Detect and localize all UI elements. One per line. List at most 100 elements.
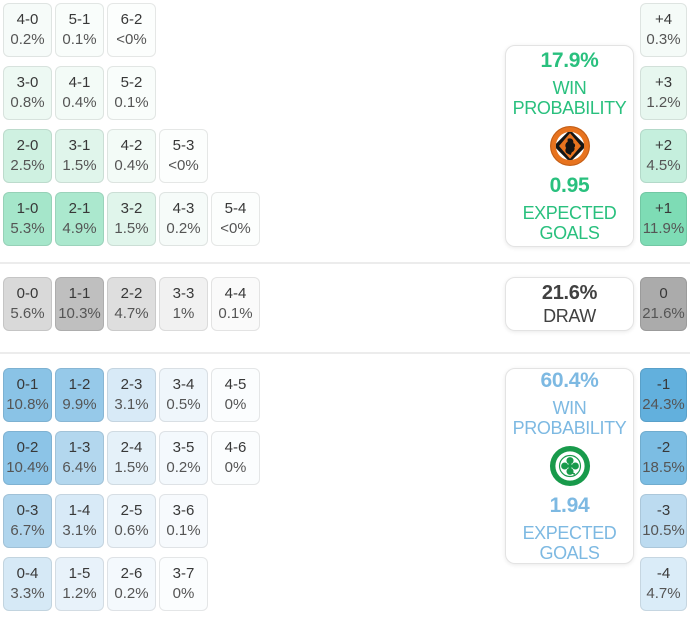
probability-label: 0.2% (166, 220, 201, 237)
probability-label: 0.2% (114, 585, 149, 602)
probability-label: <0% (168, 157, 199, 174)
scoreline-cell: 5-4 <0% (211, 192, 260, 246)
scoreline-label: 0-2 (16, 439, 39, 456)
scoreline-cell: 5-1 0.1% (55, 3, 104, 57)
scoreline-cell: 2-1 4.9% (55, 192, 104, 246)
scoreline-label: 3-1 (68, 137, 91, 154)
draw-scoreline-grid: 0-0 5.6% 1-1 10.3% 2-2 4.7% 3-3 1% 4-4 0.1% (3, 277, 260, 331)
scoreline-cell: 2-3 3.1% (107, 368, 156, 422)
goal-margin-cell: +3 1.2% (640, 66, 687, 120)
scoreline-label: 2-0 (16, 137, 39, 154)
probability-label: 6.7% (10, 522, 45, 539)
scoreline-label: 4-4 (224, 285, 247, 302)
scoreline-cell: 2-2 4.7% (107, 277, 156, 331)
scoreline-label: 2-5 (120, 502, 143, 519)
scoreline-label: 4-2 (120, 137, 143, 154)
scoreline-cell: 0-1 10.8% (3, 368, 52, 422)
probability-label: 11.9% (642, 220, 685, 237)
scoreline-label: 0-3 (16, 502, 39, 519)
away-goal-margin-column: -1 24.3% -2 18.5% -3 10.5% -4 4.7% (640, 368, 687, 611)
scoreline-cell: 3-3 1% (159, 277, 208, 331)
probability-label: 0.4% (62, 94, 97, 111)
goal-margin-label: -4 (656, 565, 671, 582)
draw-probability-card: 21.6% DRAW (505, 277, 634, 331)
goal-margin-cell: -1 24.3% (640, 368, 687, 422)
goal-margin-cell: -3 10.5% (640, 494, 687, 548)
scoreline-cell: 4-6 0% (211, 431, 260, 485)
scoreline-label: 0-0 (16, 285, 39, 302)
draw-label: DRAW (543, 305, 596, 326)
scoreline-label: 4-1 (68, 74, 91, 91)
away-win-probability-label: WIN PROBABILITY (512, 397, 627, 438)
goal-margin-label: +1 (654, 200, 673, 217)
scoreline-label: 3-5 (172, 439, 195, 456)
probability-label: 2.5% (10, 157, 45, 174)
goal-margin-label: +3 (654, 74, 673, 91)
draw-probability-value: 21.6% (541, 281, 598, 304)
scoreline-label: 3-0 (16, 74, 39, 91)
scoreline-label: 3-4 (172, 376, 195, 393)
scoreline-label: 3-3 (172, 285, 195, 302)
probability-label: 21.6% (642, 305, 685, 322)
scoreline-label: 4-0 (16, 11, 39, 28)
probability-label: <0% (220, 220, 251, 237)
probability-label: 0.2% (166, 459, 201, 476)
probability-label: 0.4% (114, 157, 149, 174)
grid-row: 0-2 10.4% 1-3 6.4% 2-4 1.5% 3-5 0.2% 4-6 0% (3, 431, 260, 485)
scoreline-label: 5-2 (120, 74, 143, 91)
probability-label: 1.5% (62, 157, 97, 174)
probability-label: 0.2% (10, 31, 45, 48)
scoreline-cell: 6-2 <0% (107, 3, 156, 57)
probability-label: 9.9% (62, 396, 97, 413)
goal-margin-cell: 0 21.6% (640, 277, 687, 331)
probability-label: 10.4% (6, 459, 49, 476)
grid-row: 3-0 0.8% 4-1 0.4% 5-2 0.1% (3, 66, 260, 120)
scoreline-cell: 2-4 1.5% (107, 431, 156, 485)
draw-goal-margin-column: 0 21.6% (640, 277, 687, 331)
scoreline-label: 1-2 (68, 376, 91, 393)
probability-label: 0.1% (166, 522, 201, 539)
goal-margin-label: 0 (659, 285, 668, 302)
probability-label: 1% (172, 305, 195, 322)
away-win-probability-value: 60.4% (540, 368, 599, 392)
section-divider (0, 262, 690, 264)
scoreline-label: 1-5 (68, 565, 91, 582)
goal-margin-cell: +4 0.3% (640, 3, 687, 57)
probability-label: 0.3% (646, 31, 681, 48)
scoreline-label: 1-4 (68, 502, 91, 519)
probability-label: 0.1% (218, 305, 253, 322)
scoreline-cell: 1-2 9.9% (55, 368, 104, 422)
probability-label: 5.6% (10, 305, 45, 322)
scoreline-cell: 0-3 6.7% (3, 494, 52, 548)
home-win-probability-card: 17.9% WIN PROBABILITY 0.95 EXPECTED GOAL… (505, 45, 634, 247)
probability-label: 1.2% (646, 94, 681, 111)
probability-label: 3.1% (114, 396, 149, 413)
probability-label: 1.5% (114, 459, 149, 476)
scoreline-cell: 4-0 0.2% (3, 3, 52, 57)
scoreline-label: 6-2 (120, 11, 143, 28)
probability-label: 0.8% (10, 94, 45, 111)
probability-label: 4.5% (646, 157, 681, 174)
probability-label: 0.1% (114, 94, 149, 111)
probability-label: 0% (172, 585, 195, 602)
probability-label: 10.5% (642, 522, 685, 539)
scoreline-label: 2-1 (68, 200, 91, 217)
goal-margin-cell: -4 4.7% (640, 557, 687, 611)
scoreline-label: 1-0 (16, 200, 39, 217)
grid-row: 0-4 3.3% 1-5 1.2% 2-6 0.2% 3-7 0% (3, 557, 260, 611)
scoreline-cell: 3-4 0.5% (159, 368, 208, 422)
away-win-scoreline-grid: 0-1 10.8% 1-2 9.9% 2-3 3.1% 3-4 0.5% 4-5 0% 0-2 10.… (3, 368, 260, 611)
grid-row: 1-0 5.3% 2-1 4.9% 3-2 1.5% 4-3 0.2% 5-4 <0% (3, 192, 260, 246)
scoreline-cell: 5-2 0.1% (107, 66, 156, 120)
probability-label: 0% (224, 396, 247, 413)
scoreline-cell: 1-4 3.1% (55, 494, 104, 548)
scoreline-cell: 3-7 0% (159, 557, 208, 611)
probability-label: 4.7% (114, 305, 149, 322)
scoreline-cell: 0-4 3.3% (3, 557, 52, 611)
scoreline-label: 2-2 (120, 285, 143, 302)
probability-label: 6.4% (62, 459, 97, 476)
probability-label: 10.3% (58, 305, 101, 322)
scoreline-label: 2-6 (120, 565, 143, 582)
scoreline-cell: 2-5 0.6% (107, 494, 156, 548)
scoreline-label: 4-6 (224, 439, 247, 456)
